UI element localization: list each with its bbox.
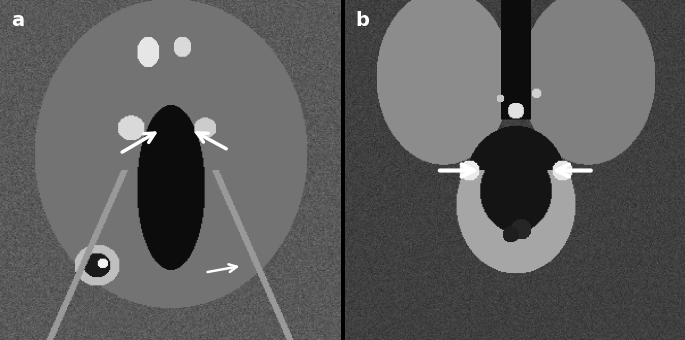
Text: b: b xyxy=(356,11,369,30)
Text: a: a xyxy=(11,11,24,30)
